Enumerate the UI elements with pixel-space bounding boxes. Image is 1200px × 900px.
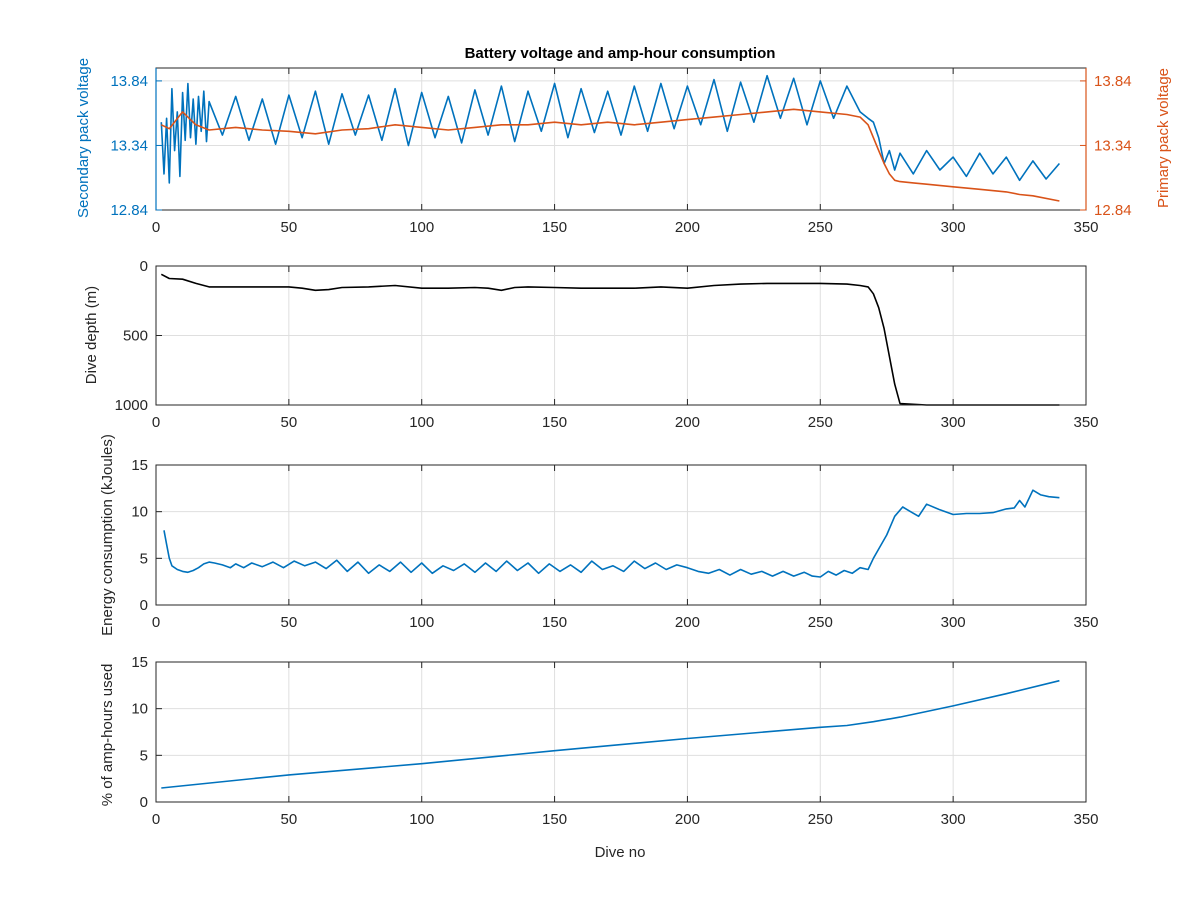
energy-ytick-label: 5 bbox=[140, 550, 148, 567]
depth-xtick-label: 50 bbox=[281, 414, 298, 431]
energy-series-line-0 bbox=[163, 489, 1060, 578]
depth-ytick-label: 500 bbox=[123, 328, 148, 345]
depth-y-axis-label: Dive depth (m) bbox=[83, 286, 100, 384]
amphours-ytick-label: 15 bbox=[131, 654, 148, 671]
amphours-y-axis-label: % of amp-hours used bbox=[99, 664, 116, 807]
amphours-xtick-label: 300 bbox=[941, 811, 966, 828]
voltage-ytick-right-label: 13.84 bbox=[1094, 73, 1132, 90]
voltage-xtick-label: 300 bbox=[941, 219, 966, 236]
energy-panel: 0 50 100 150 200 250 300 350 0 5 10 15 Energy consu… bbox=[99, 434, 1099, 636]
depth-grid bbox=[156, 266, 1086, 405]
depth-panel: 0 50 100 150 200 250 300 350 0 500 1000 Dive depth… bbox=[83, 258, 1099, 431]
chart-title: Battery voltage and amp-hour consumption bbox=[465, 45, 776, 62]
energy-xtick-label: 150 bbox=[542, 614, 567, 631]
amphours-xtick-label: 50 bbox=[281, 811, 298, 828]
voltage-ytick-label: 13.34 bbox=[110, 137, 148, 154]
energy-xtick-label: 250 bbox=[808, 614, 833, 631]
depth-xtick-label: 200 bbox=[675, 414, 700, 431]
voltage-grid bbox=[156, 68, 1086, 210]
amphours-xtick-label: 0 bbox=[152, 811, 160, 828]
energy-series bbox=[163, 489, 1060, 578]
energy-xtick-label: 0 bbox=[152, 614, 160, 631]
amphours-panel: 0 50 100 150 200 250 300 350 0 5 10 15 % of amp-hou… bbox=[99, 654, 1099, 861]
energy-grid bbox=[156, 465, 1086, 605]
x-axis-label: Dive no bbox=[595, 844, 646, 861]
voltage-xtick-label: 350 bbox=[1073, 219, 1098, 236]
voltage-ticks: 0 50 100 150 200 250 300 35012.8413.3413.8412.8… bbox=[110, 68, 1132, 236]
voltage-series bbox=[160, 74, 1061, 202]
y-axis-label-left: Secondary pack voltage bbox=[75, 58, 92, 218]
depth-xtick-label: 300 bbox=[941, 414, 966, 431]
amphours-ytick-label: 5 bbox=[140, 747, 148, 764]
depth-series-line-0 bbox=[160, 273, 1060, 406]
voltage-xtick-label: 250 bbox=[808, 219, 833, 236]
voltage-ytick-label: 13.84 bbox=[110, 73, 148, 90]
voltage-xtick-label: 0 bbox=[152, 219, 160, 236]
energy-ytick-label: 10 bbox=[131, 504, 148, 521]
depth-xtick-label: 150 bbox=[542, 414, 567, 431]
amphours-xtick-label: 350 bbox=[1073, 811, 1098, 828]
depth-xtick-label: 100 bbox=[409, 414, 434, 431]
voltage-xtick-label: 150 bbox=[542, 219, 567, 236]
voltage-xtick-label: 50 bbox=[281, 219, 298, 236]
amphours-axes-frame bbox=[155, 661, 1087, 803]
depth-xtick-label: 0 bbox=[152, 414, 160, 431]
depth-ticks: 0 50 100 150 200 250 300 350 0 500 1000 bbox=[115, 258, 1099, 431]
voltage-series-line-0 bbox=[160, 74, 1061, 184]
voltage-ytick-label: 12.84 bbox=[110, 202, 148, 219]
depth-ytick-label: 1000 bbox=[115, 397, 148, 414]
amphours-series bbox=[161, 679, 1060, 789]
amphours-xtick-label: 100 bbox=[409, 811, 434, 828]
energy-xtick-label: 350 bbox=[1073, 614, 1098, 631]
voltage-xtick-label: 100 bbox=[409, 219, 434, 236]
energy-xtick-label: 100 bbox=[409, 614, 434, 631]
energy-xtick-label: 300 bbox=[941, 614, 966, 631]
voltage-series-line-1 bbox=[160, 108, 1060, 202]
energy-ticks: 0 50 100 150 200 250 300 350 0 5 10 15 bbox=[131, 457, 1098, 631]
depth-series bbox=[160, 273, 1060, 406]
amphours-xtick-label: 200 bbox=[675, 811, 700, 828]
energy-xtick-label: 50 bbox=[281, 614, 298, 631]
voltage-xtick-label: 200 bbox=[675, 219, 700, 236]
depth-xtick-label: 250 bbox=[808, 414, 833, 431]
energy-xtick-label: 200 bbox=[675, 614, 700, 631]
amphours-xtick-label: 250 bbox=[808, 811, 833, 828]
depth-xtick-label: 350 bbox=[1073, 414, 1098, 431]
energy-ytick-label: 15 bbox=[131, 457, 148, 474]
amphours-ytick-label: 10 bbox=[131, 701, 148, 718]
energy-axes-frame bbox=[155, 464, 1087, 606]
voltage-ytick-right-label: 12.84 bbox=[1094, 202, 1132, 219]
voltage-ytick-right-label: 13.34 bbox=[1094, 137, 1132, 154]
amphours-ytick-label: 0 bbox=[140, 794, 148, 811]
energy-y-axis-label: Energy consumption (kJoules) bbox=[99, 434, 116, 636]
amphours-series-line-0 bbox=[161, 679, 1060, 789]
depth-ytick-label: 0 bbox=[140, 258, 148, 275]
amphours-ticks: 0 50 100 150 200 250 300 350 0 5 10 15 bbox=[131, 654, 1098, 828]
energy-ytick-label: 0 bbox=[140, 597, 148, 614]
amphours-xtick-label: 150 bbox=[542, 811, 567, 828]
amphours-grid bbox=[156, 662, 1086, 802]
voltage-panel: 0 50 100 150 200 250 300 35012.8413.3413.8412.8… bbox=[75, 45, 1172, 236]
y-axis-label-right: Primary pack voltage bbox=[1155, 68, 1172, 208]
